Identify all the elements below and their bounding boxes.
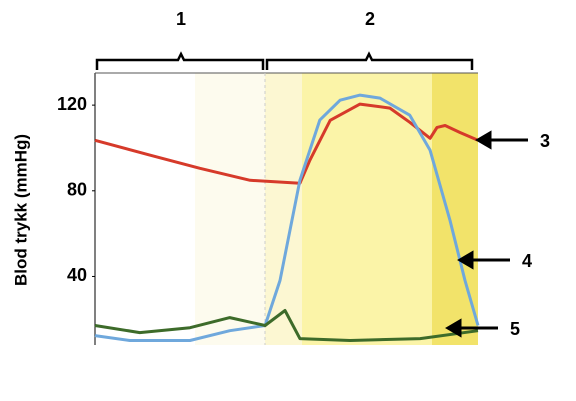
bracket bbox=[265, 51, 474, 70]
series-line bbox=[94, 309, 479, 342]
series-label: 5 bbox=[510, 319, 520, 339]
y-tick-label: 80 bbox=[67, 180, 87, 200]
y-tick-label: 40 bbox=[67, 265, 87, 285]
series-line bbox=[94, 93, 480, 342]
y-tick-label: 120 bbox=[57, 94, 87, 114]
series-label: 4 bbox=[522, 251, 532, 271]
annotation: 2 bbox=[365, 9, 375, 29]
y-axis-label: Blod trykk (mmHg) bbox=[11, 134, 30, 286]
bracket bbox=[95, 51, 265, 70]
arrow bbox=[445, 318, 498, 338]
arrow bbox=[457, 250, 510, 270]
phase-shade bbox=[265, 73, 302, 345]
phase-shade bbox=[195, 73, 265, 345]
annotation: 1 bbox=[176, 9, 186, 29]
series-line bbox=[94, 102, 479, 185]
phase-shade bbox=[302, 73, 432, 345]
series-label: 3 bbox=[540, 131, 550, 151]
arrow bbox=[475, 130, 528, 150]
